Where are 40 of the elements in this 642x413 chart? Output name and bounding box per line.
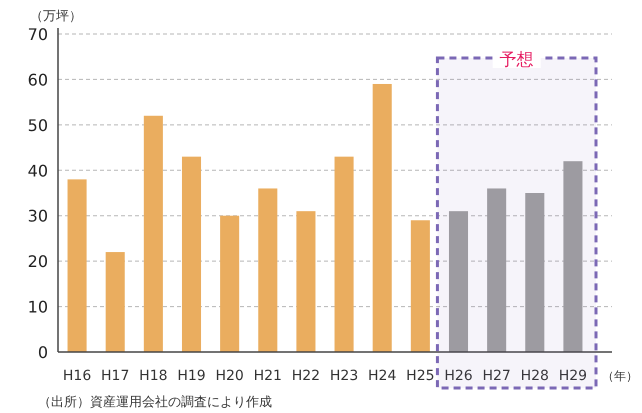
bar	[410, 220, 430, 352]
x-tick-label: H19	[177, 368, 206, 384]
bar	[563, 161, 582, 352]
x-tick-label: H26	[444, 368, 473, 384]
y-axis-title: （万坪）	[30, 9, 82, 24]
bar	[220, 216, 240, 352]
bar	[334, 156, 354, 352]
x-tick-label: H17	[101, 368, 130, 384]
bar	[525, 193, 544, 352]
x-tick-label: H29	[558, 368, 588, 384]
x-tick-label: H28	[520, 368, 549, 384]
bar	[258, 188, 278, 352]
y-tick-label: 30	[28, 206, 48, 226]
bar	[448, 211, 468, 352]
y-tick-label: 10	[28, 298, 48, 317]
band-label: 予想	[500, 50, 534, 70]
x-tick-label: H24	[368, 368, 396, 384]
x-tick-label: H22	[292, 368, 320, 384]
y-tick-label: 60	[28, 70, 48, 90]
bar	[296, 211, 316, 352]
bar	[487, 188, 506, 352]
x-tick-label: H16	[62, 368, 92, 384]
y-tick-label: 70	[28, 25, 48, 44]
y-tick-label: 0	[38, 343, 48, 362]
x-tick-label: H25	[406, 368, 435, 384]
y-tick-label: 20	[28, 252, 48, 272]
bar	[68, 179, 87, 352]
y-tick-label: 50	[28, 116, 48, 135]
x-tick-label: H20	[215, 368, 244, 384]
bar	[144, 116, 163, 352]
x-tick-label: H18	[139, 368, 168, 384]
bar	[106, 252, 125, 352]
x-tick-label: H23	[330, 368, 358, 384]
bar	[372, 84, 392, 352]
bar	[182, 156, 202, 352]
x-tick-label: H27	[482, 368, 511, 384]
x-tick-label: H21	[254, 368, 282, 384]
text: （出所）資産運用会社の調査により作成	[38, 394, 272, 410]
y-tick-label: 40	[28, 161, 48, 180]
x-axis-title: （年）	[602, 369, 638, 383]
